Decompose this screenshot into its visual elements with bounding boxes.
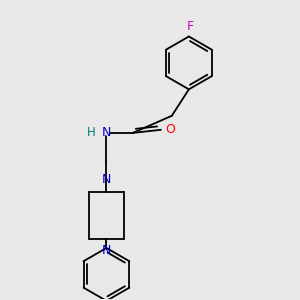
Text: N: N [102, 173, 111, 186]
Text: N: N [102, 244, 111, 257]
Text: F: F [186, 20, 194, 33]
Text: N: N [102, 126, 111, 140]
Text: O: O [166, 123, 176, 136]
Text: H: H [87, 126, 96, 140]
